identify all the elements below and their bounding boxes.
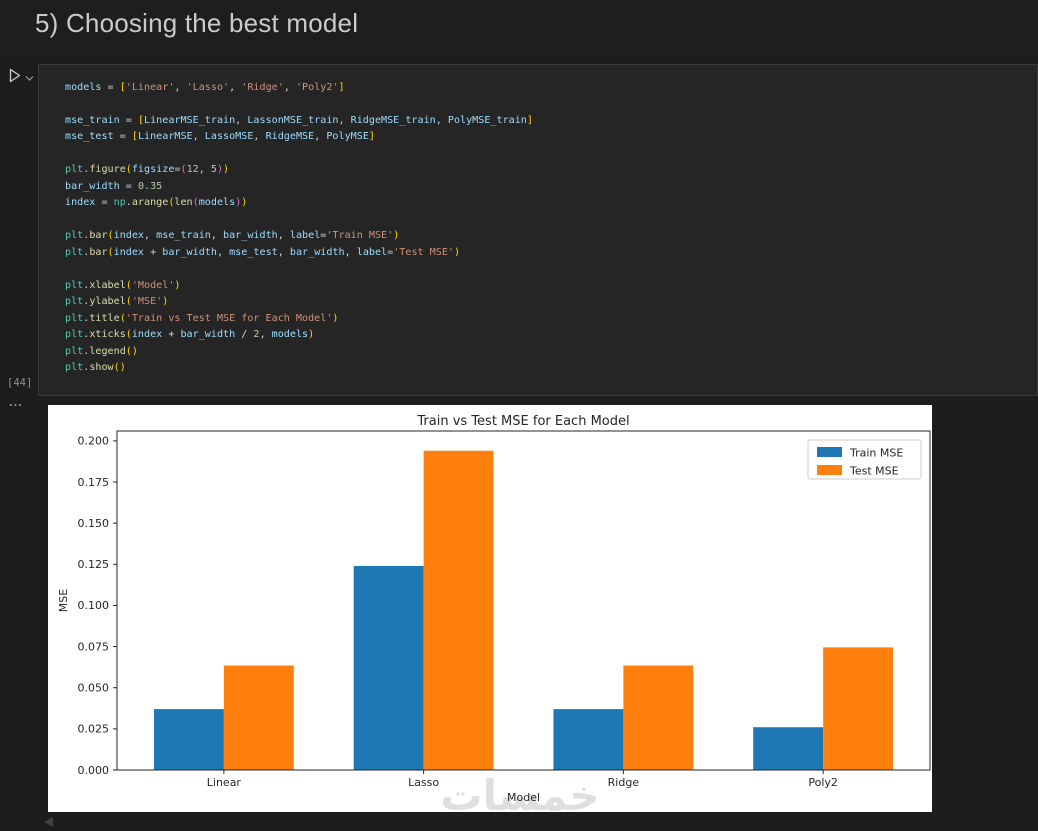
code-line: plt.bar(index, mse_train, bar_width, lab…	[65, 230, 400, 242]
code-cell: models = ['Linear', 'Lasso', 'Ridge', 'P…	[38, 64, 1038, 396]
y-tick-label: 0.200	[78, 435, 110, 448]
y-axis-label: MSE	[57, 589, 70, 612]
y-tick-label: 0.075	[78, 640, 110, 653]
x-tick-label: Lasso	[408, 776, 439, 789]
code-line	[65, 261, 1029, 277]
chart-title: Train vs Test MSE for Each Model	[416, 414, 629, 429]
y-tick-label: 0.025	[78, 723, 110, 736]
legend-label: Test MSE	[849, 465, 899, 478]
code-line: plt.figure(figsize=(12, 5))	[65, 164, 230, 176]
code-line: mse_test = [LinearMSE, LassoMSE, RidgeMS…	[65, 131, 375, 143]
code-line	[65, 212, 1029, 228]
code-line: plt.ylabel('MSE')	[65, 296, 169, 308]
legend: Train MSE Test MSE	[807, 439, 922, 480]
x-tick-label: Ridge	[608, 776, 640, 789]
code-line: plt.title('Train vs Test MSE for Each Mo…	[65, 312, 339, 324]
bar-train-mse-ridge	[553, 709, 624, 770]
code-editor[interactable]: models = ['Linear', 'Lasso', 'Ridge', 'P…	[65, 80, 1029, 387]
outputs-ellipsis[interactable]: ...	[9, 394, 23, 409]
x-tick-label: Linear	[207, 776, 242, 789]
bar-train-mse-lasso	[353, 565, 424, 770]
code-line: models = ['Linear', 'Lasso', 'Ridge', 'P…	[65, 82, 345, 93]
legend-swatch	[817, 465, 842, 475]
section-heading: 5) Choosing the best model	[35, 8, 359, 38]
code-line: plt.show()	[65, 361, 126, 373]
bar-train-mse-linear	[153, 709, 224, 770]
y-tick-label: 0.100	[78, 599, 110, 612]
triangle-left-icon	[44, 817, 53, 827]
axes-frame	[116, 430, 931, 771]
y-tick-label: 0.150	[78, 517, 110, 530]
code-line: plt.bar(index + bar_width, mse_test, bar…	[65, 246, 461, 258]
chart-output: خمسات 0.000 0.025 0.050 0.075 0.100 0.125 0.150…	[48, 405, 932, 812]
bar-test-mse-lasso	[423, 450, 494, 770]
bar-test-mse-linear	[223, 665, 294, 770]
bar-train-mse-poly2	[753, 727, 824, 770]
run-cell-button[interactable]	[8, 68, 34, 88]
markdown-cell: 5) Choosing the best model	[0, 0, 1038, 62]
bar-test-mse-poly2	[823, 647, 894, 770]
y-tick-label: 0.050	[78, 682, 110, 695]
run-icon[interactable]	[8, 68, 22, 88]
code-line	[65, 146, 1029, 162]
x-tick-label: Poly2	[808, 776, 838, 789]
code-line: plt.xlabel('Model')	[65, 279, 181, 291]
code-line: index = np.arange(len(models))	[65, 197, 248, 209]
code-line: plt.legend()	[65, 345, 138, 357]
x-axis-label: Model	[507, 791, 540, 804]
legend-label: Train MSE	[849, 447, 903, 460]
chart-svg: خمسات 0.000 0.025 0.050 0.075 0.100 0.125 0.150…	[57, 414, 931, 812]
chevron-down-icon[interactable]	[25, 69, 34, 87]
code-line: mse_train = [LinearMSE_train, LassonMSE_…	[65, 114, 533, 126]
watermark-text: خمسات	[440, 771, 599, 812]
y-tick-label: 0.175	[78, 476, 110, 489]
code-line	[65, 96, 1029, 112]
legend-swatch	[817, 447, 842, 457]
code-line: bar_width = 0.35	[65, 180, 163, 192]
code-line: plt.xticks(index + bar_width / 2, models…	[65, 329, 315, 341]
bar-test-mse-ridge	[623, 665, 694, 770]
y-tick-label: 0.125	[78, 558, 110, 571]
y-tick-label: 0.000	[78, 764, 110, 777]
execution-count: [44]	[7, 377, 33, 389]
